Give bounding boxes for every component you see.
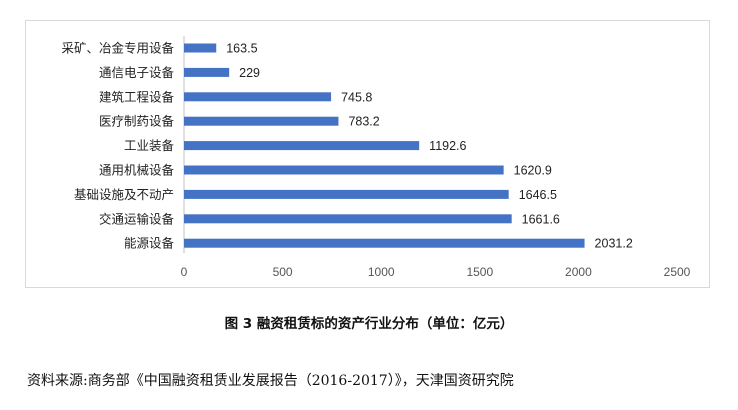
category-label: 建筑工程设备 [99, 89, 175, 104]
bar [184, 43, 217, 53]
bar [184, 214, 512, 224]
bar-chart: 采矿、冶金专用设备 163.5 通信电子设备 229 建筑工程设备 745.8 医疗制药设备… [61, 36, 691, 279]
bar [184, 92, 332, 102]
source-note: 资料来源:商务部《中国融资租赁业发展报告（2016-2017）》，天津国资研究院 [27, 373, 514, 389]
value-label: 783.2 [348, 115, 379, 129]
value-label: 229 [239, 66, 260, 80]
x-tick-label: 1500 [466, 265, 493, 279]
bar [184, 141, 420, 151]
value-label: 1192.6 [429, 139, 466, 153]
figure-caption: 图 3 融资租赁标的资产行业分布（单位：亿元） [224, 316, 514, 332]
x-tick-label: 500 [273, 265, 293, 279]
x-tick-label: 2000 [565, 265, 592, 279]
category-label: 能源设备 [124, 236, 175, 251]
category-label: 采矿、冶金专用设备 [61, 41, 174, 56]
category-label: 通用机械设备 [99, 163, 175, 178]
value-label: 1620.9 [514, 164, 552, 178]
bar [184, 189, 509, 199]
x-tick-label: 0 [181, 265, 188, 279]
value-label: 2031.2 [595, 237, 633, 251]
category-label: 交通运输设备 [99, 211, 175, 226]
bar [184, 165, 504, 175]
value-label: 163.5 [226, 42, 257, 56]
value-label: 1661.6 [522, 212, 560, 226]
bar [184, 238, 585, 248]
value-label: 1646.5 [519, 188, 557, 202]
value-label: 745.8 [341, 90, 372, 104]
category-label: 医疗制药设备 [99, 114, 175, 129]
category-label: 工业装备 [124, 138, 175, 153]
bar [184, 67, 230, 77]
bar [184, 116, 339, 126]
x-tick-label: 2500 [664, 265, 691, 279]
x-tick-label: 1000 [368, 265, 395, 279]
chart-frame: 采矿、冶金专用设备 163.5 通信电子设备 229 建筑工程设备 745.8 医疗制药设备… [25, 20, 710, 288]
category-label: 通信电子设备 [99, 65, 175, 80]
category-label: 基础设施及不动产 [74, 187, 174, 202]
